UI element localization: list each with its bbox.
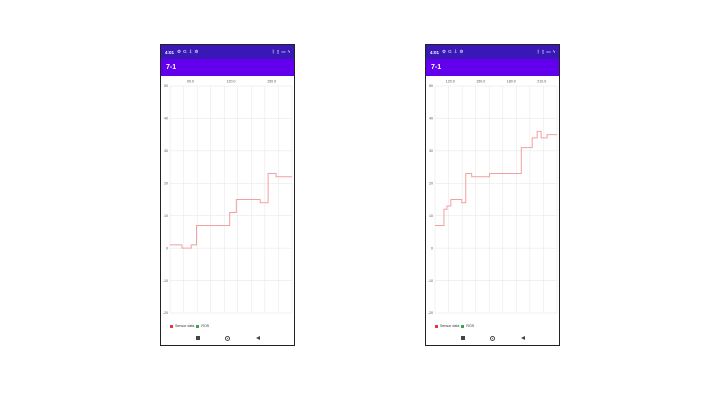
square-icon: [195, 336, 200, 340]
phone-screen-left: 4:01 ⚙ G ⇩ ⚙ ᛒ ▯ ▭ ϟ 7-1 -20 -10 0 10 20 30 40…: [160, 44, 295, 346]
legend-swatch-sensor: [435, 324, 438, 328]
y-tick-label: 50: [429, 84, 433, 88]
home-button[interactable]: [489, 334, 497, 342]
legend-label-ros: ROS: [466, 324, 475, 328]
y-tick-label: -20: [428, 311, 433, 315]
charging-icon: ϟ: [287, 49, 290, 54]
y-tick-label: 50: [164, 84, 168, 88]
series-line-sensor-data: [435, 130, 557, 226]
settings-icon: ⚙: [459, 49, 464, 54]
x-tick-label: 210.0: [537, 80, 546, 84]
status-left-icons: ⚙ G ⇩ ⚙: [177, 49, 198, 55]
y-tick-label: 10: [164, 214, 168, 218]
status-bar: 4:01 ⚙ G ⇩ ⚙ ᛒ ▯ ▭ ϟ: [161, 45, 294, 59]
legend-swatch-ros: [196, 324, 200, 328]
download-icon: ⇩: [188, 49, 193, 54]
x-tick-label: 150.0: [267, 80, 276, 84]
phone-screen-right: 4:01 ⚙ G ⇩ ⚙ ᛒ ▯ ▭ ϟ 7-1 -20 -10 0 10 20 30 40…: [425, 44, 560, 346]
status-bar: 4:01 ⚙ G ⇩ ⚙ ᛒ ▯ ▭ ϟ: [426, 45, 559, 59]
x-tick-label: 90.0: [187, 80, 194, 84]
recents-button[interactable]: [459, 334, 467, 342]
battery-icon: ▭: [546, 49, 551, 54]
battery-icon: ▭: [281, 49, 286, 54]
y-tick-label: 0: [166, 246, 168, 250]
app-title: 7-1: [431, 64, 442, 71]
y-tick-label: -20: [163, 311, 168, 315]
chart-legend: Sensor data ROS: [170, 324, 209, 328]
charging-icon: ϟ: [552, 49, 555, 54]
google-icon: G: [448, 49, 452, 54]
legend-label-ros: ROS: [201, 324, 210, 328]
status-right-icons: ᛒ ▯ ▭ ϟ: [272, 49, 290, 55]
system-nav-bar: [161, 331, 294, 345]
bluetooth-icon: ᛒ: [537, 49, 540, 54]
y-tick-label: 20: [429, 181, 433, 185]
y-tick-label: 0: [431, 246, 433, 250]
status-time: 4:01: [165, 49, 175, 55]
vibrate-icon: ▯: [541, 49, 545, 54]
back-button[interactable]: [254, 334, 262, 342]
x-tick-label: 120.0: [227, 80, 236, 84]
y-tick-label: 10: [429, 214, 433, 218]
y-tick-label: 30: [164, 149, 168, 153]
line-chart[interactable]: -20 -10 0 10 20 30 40 50 120.0 150.0 180.0 210.0: [426, 76, 559, 321]
x-tick-label: 150.0: [476, 80, 485, 84]
x-tick-label: 180.0: [507, 80, 516, 84]
settings-icon: ⚙: [177, 49, 182, 54]
status-right-icons: ᛒ ▯ ▭ ϟ: [537, 49, 555, 55]
x-tick-label: 120.0: [446, 80, 455, 84]
legend-swatch-ros: [461, 324, 465, 328]
legend-label-sensor: Sensor data: [440, 324, 460, 328]
legend-swatch-sensor: [170, 324, 173, 328]
recents-button[interactable]: [194, 334, 202, 342]
back-triangle-icon: [520, 336, 525, 340]
chart-legend: Sensor data ROS: [435, 324, 474, 328]
y-tick-label: 20: [164, 181, 168, 185]
bluetooth-icon: ᛒ: [272, 49, 275, 54]
vibrate-icon: ▯: [276, 49, 280, 54]
series-line-sensor-data: [170, 173, 292, 249]
status-time: 4:01: [430, 49, 440, 55]
status-left-icons: ⚙ G ⇩ ⚙: [442, 49, 463, 55]
app-bar: 7-1: [426, 59, 559, 76]
y-tick-label: -10: [428, 279, 433, 283]
system-nav-bar: [426, 331, 559, 345]
y-tick-label: -10: [163, 279, 168, 283]
settings-icon: ⚙: [194, 49, 199, 54]
download-icon: ⇩: [453, 49, 458, 54]
back-button[interactable]: [519, 334, 527, 342]
legend-label-sensor: Sensor data: [175, 324, 195, 328]
y-tick-label: 40: [429, 117, 433, 121]
back-triangle-icon: [255, 336, 260, 340]
circle-icon: [490, 335, 495, 341]
home-button[interactable]: [224, 334, 232, 342]
y-tick-label: 40: [164, 117, 168, 121]
circle-icon: [225, 335, 230, 341]
settings-icon: ⚙: [442, 49, 447, 54]
y-tick-label: 30: [429, 149, 433, 153]
square-icon: [460, 336, 465, 340]
line-chart[interactable]: -20 -10 0 10 20 30 40 50 90.0 120.0 150.0: [161, 76, 294, 321]
app-title: 7-1: [166, 64, 177, 71]
app-bar: 7-1: [161, 59, 294, 76]
google-icon: G: [183, 49, 187, 54]
